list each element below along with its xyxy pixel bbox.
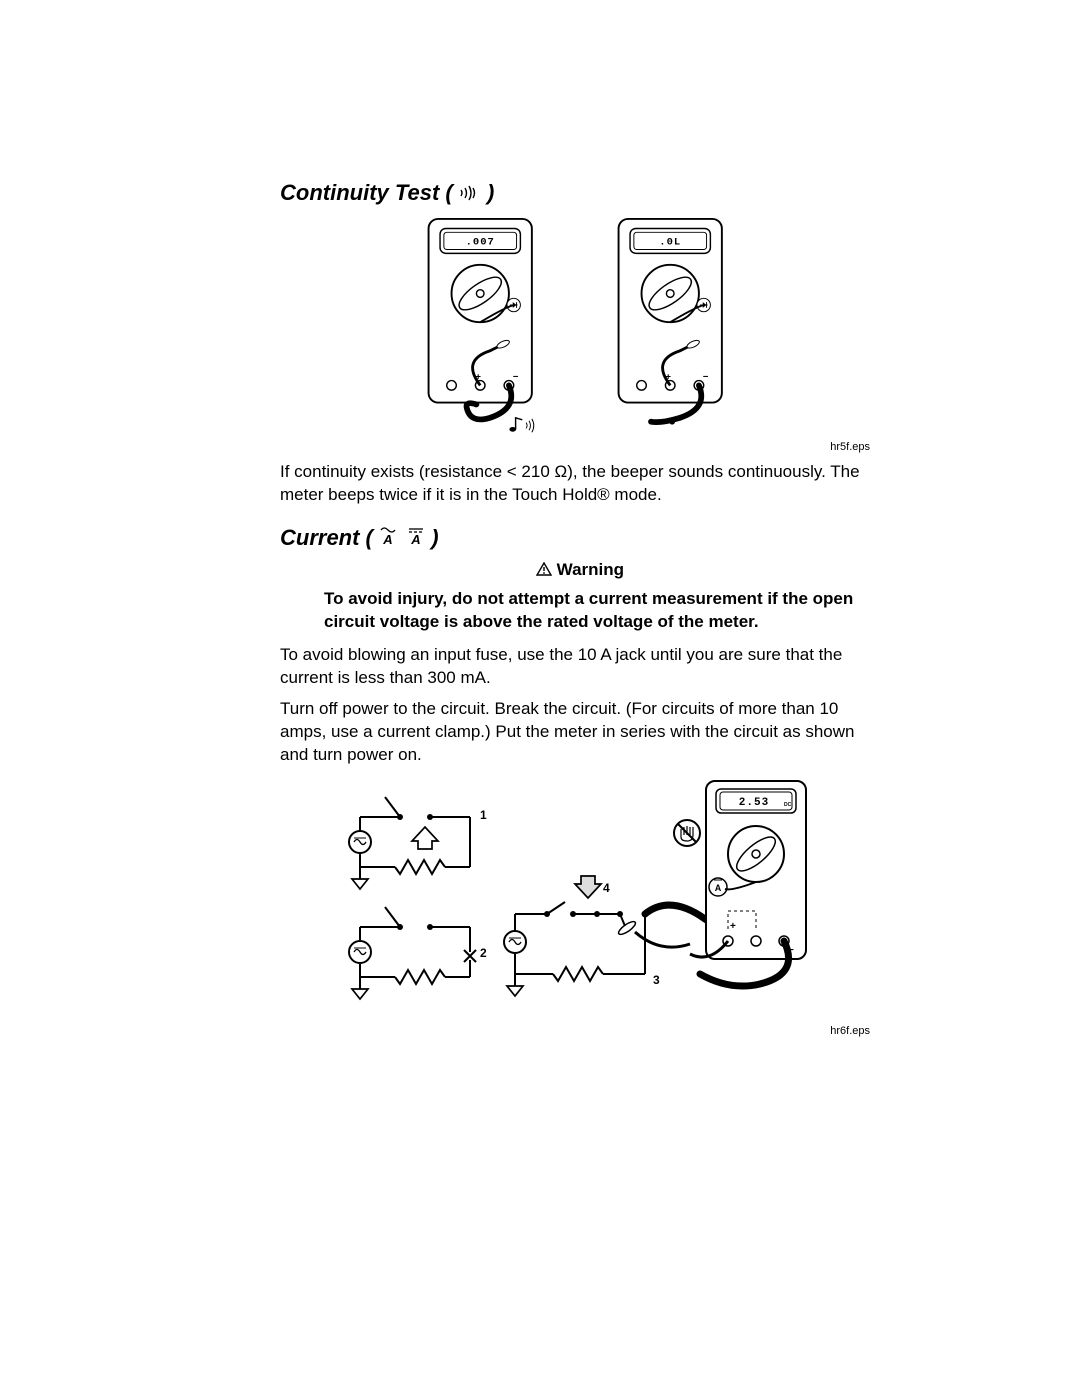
meter-current-unit: DC	[784, 802, 792, 808]
meter-left: .007 + −	[420, 217, 550, 437]
continuity-figure: .007 + −	[280, 217, 880, 437]
plus-label: +	[730, 921, 736, 932]
meter-right-reading: .0L	[659, 237, 681, 249]
continuity-eps-label: hr5f.eps	[280, 441, 870, 453]
meter-current-reading: 2.53	[739, 797, 769, 809]
step-4-label: 4	[603, 881, 610, 895]
current-para1: To avoid blowing an input fuse, use the …	[280, 644, 880, 690]
continuity-title: Continuity Test ( )	[280, 180, 880, 207]
current-para2: Turn off power to the circuit. Break the…	[280, 698, 880, 767]
circuit-step-2: 2	[349, 907, 487, 999]
svg-text:A: A	[382, 532, 392, 546]
beep-sound-icon	[526, 419, 534, 432]
step-3-label: 3	[653, 973, 660, 987]
continuity-paragraph: If continuity exists (resistance < 210 Ω…	[280, 461, 880, 507]
warning-heading: Warning	[280, 560, 880, 580]
circuit-step-1: 1	[349, 797, 487, 889]
current-title-prefix: Current (	[280, 525, 373, 550]
step-2-label: 2	[480, 946, 487, 960]
dial-a-label: A	[715, 883, 722, 893]
ac-amp-icon: A	[379, 526, 397, 552]
sound-waves-icon	[459, 181, 481, 207]
dc-amp-icon: A	[407, 526, 425, 552]
current-title: Current ( A A )	[280, 525, 880, 552]
warning-triangle-icon	[536, 560, 557, 579]
meter-left-reading: .007	[466, 237, 495, 249]
current-eps-label: hr6f.eps	[280, 1025, 870, 1037]
svg-text:A: A	[410, 532, 420, 546]
svg-text:−: −	[703, 372, 709, 383]
no-touch-icon	[674, 820, 700, 846]
manual-page: Continuity Test ( ) .007	[0, 0, 1080, 1397]
warning-body: To avoid injury, do not attempt a curren…	[324, 588, 862, 634]
current-title-suffix: )	[431, 525, 438, 550]
step-1-label: 1	[480, 808, 487, 822]
meter-right: .0L + −	[610, 217, 740, 437]
warning-label: Warning	[557, 560, 624, 579]
continuity-title-suffix: )	[487, 180, 494, 205]
meter-current: 2.53 DC A +	[674, 781, 806, 986]
svg-text:−: −	[513, 372, 519, 383]
continuity-title-prefix: Continuity Test (	[280, 180, 453, 205]
current-figure: 1	[280, 779, 880, 1019]
